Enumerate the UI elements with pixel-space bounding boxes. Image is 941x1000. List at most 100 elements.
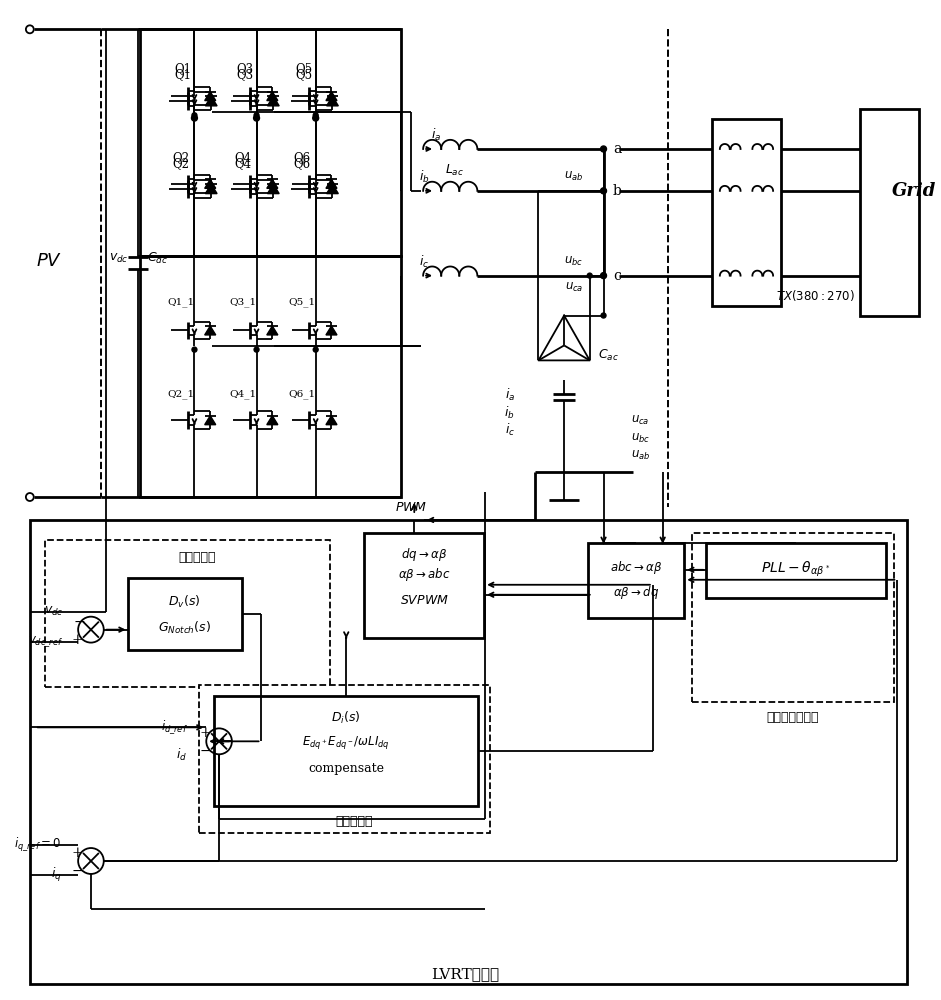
Circle shape (253, 115, 260, 121)
Text: Q1: Q1 (174, 62, 191, 75)
Circle shape (192, 113, 197, 118)
Text: $i_a$: $i_a$ (504, 387, 515, 403)
Text: $SVPWM$: $SVPWM$ (400, 594, 449, 607)
Text: $C_{ac}$: $C_{ac}$ (598, 348, 619, 363)
Text: Q4: Q4 (234, 157, 251, 170)
Text: Q4_1: Q4_1 (230, 389, 256, 399)
Circle shape (254, 113, 259, 118)
Text: a: a (614, 142, 621, 156)
Polygon shape (267, 326, 278, 335)
Polygon shape (267, 92, 278, 101)
Text: Grid: Grid (892, 182, 936, 200)
Circle shape (587, 273, 592, 278)
Text: $TX(380:270)$: $TX(380:270)$ (776, 288, 854, 303)
Circle shape (313, 347, 318, 352)
Text: $i_c$: $i_c$ (419, 254, 429, 270)
Text: Q2: Q2 (172, 151, 189, 164)
Text: $v_{dc\_ref}$: $v_{dc\_ref}$ (28, 634, 63, 649)
Polygon shape (267, 184, 279, 194)
Text: $v_{dc}$: $v_{dc}$ (109, 252, 128, 265)
Bar (364, 533, 485, 638)
Text: compensate: compensate (309, 762, 384, 775)
Text: −: − (72, 864, 83, 878)
Polygon shape (267, 416, 278, 425)
Text: $D_i(s)$: $D_i(s)$ (331, 710, 361, 726)
Text: $u_{bc}$: $u_{bc}$ (565, 255, 583, 268)
Text: Q6: Q6 (294, 157, 311, 170)
Polygon shape (326, 92, 337, 101)
Text: $i_d$: $i_d$ (177, 747, 187, 763)
Polygon shape (326, 179, 337, 188)
Text: +: + (72, 846, 83, 860)
Text: 电流控制环: 电流控制环 (335, 815, 373, 828)
Text: $u_{ca}$: $u_{ca}$ (565, 281, 583, 294)
Polygon shape (205, 179, 215, 188)
Polygon shape (205, 326, 215, 335)
Circle shape (600, 188, 607, 194)
Text: −: − (73, 615, 85, 629)
Text: $i_b$: $i_b$ (504, 405, 515, 421)
Text: +: + (199, 726, 211, 740)
Text: Q1_1: Q1_1 (167, 298, 194, 307)
Text: $i_q$: $i_q$ (51, 866, 61, 884)
Text: $dq\rightarrow\alpha\beta$: $dq\rightarrow\alpha\beta$ (401, 546, 447, 563)
Text: $\alpha\beta\rightarrow abc$: $\alpha\beta\rightarrow abc$ (398, 566, 451, 583)
Text: Q5: Q5 (295, 62, 312, 75)
Text: Q5_1: Q5_1 (288, 298, 315, 307)
Text: Q2_1: Q2_1 (167, 389, 194, 399)
Text: $i_c$: $i_c$ (504, 422, 515, 438)
Bar (706, 543, 886, 598)
Circle shape (601, 273, 606, 278)
Text: $C_{dc}$: $C_{dc}$ (148, 251, 168, 266)
Text: $v_{dc}$: $v_{dc}$ (43, 605, 63, 618)
Text: $G_{Notch}(s)$: $G_{Notch}(s)$ (158, 620, 211, 636)
Text: b: b (613, 184, 622, 198)
Text: Q6: Q6 (294, 151, 311, 164)
Bar (128, 578, 242, 650)
Circle shape (600, 146, 607, 152)
Circle shape (312, 115, 319, 121)
Text: +: + (72, 633, 83, 647)
Text: Q3: Q3 (236, 62, 253, 75)
Polygon shape (205, 92, 215, 101)
Text: $PV$: $PV$ (37, 252, 63, 270)
Text: Q1: Q1 (174, 68, 191, 81)
Bar (860, 109, 919, 316)
Text: 电压控制环: 电压控制环 (179, 551, 216, 564)
Text: Q5: Q5 (295, 68, 312, 81)
Text: 正序锁相控制环: 正序锁相控制环 (767, 711, 819, 724)
Text: $PLL-\theta_{\alpha\beta^*}$: $PLL-\theta_{\alpha\beta^*}$ (761, 560, 830, 579)
Bar (712, 119, 781, 306)
Polygon shape (326, 326, 337, 335)
Text: $i_b$: $i_b$ (419, 169, 430, 185)
Text: Q4: Q4 (234, 151, 251, 164)
Text: LVRT控制器: LVRT控制器 (432, 967, 500, 981)
Text: $u_{ab}$: $u_{ab}$ (631, 449, 650, 462)
Polygon shape (327, 96, 339, 106)
Circle shape (601, 188, 606, 193)
Circle shape (192, 347, 197, 352)
Polygon shape (267, 179, 278, 188)
Bar (693, 533, 894, 702)
Text: $D_v(s)$: $D_v(s)$ (168, 594, 200, 610)
Text: Q3: Q3 (236, 68, 253, 81)
Bar (588, 543, 684, 618)
Polygon shape (326, 416, 337, 425)
Text: Q2: Q2 (172, 157, 189, 170)
Polygon shape (205, 96, 217, 106)
Polygon shape (205, 184, 217, 194)
Text: $i_a$: $i_a$ (431, 127, 441, 143)
Circle shape (600, 273, 607, 279)
Text: $abc\rightarrow\alpha\beta$: $abc\rightarrow\alpha\beta$ (610, 559, 662, 576)
Text: $\alpha\beta\rightarrow dq$: $\alpha\beta\rightarrow dq$ (613, 584, 659, 601)
Text: $i_{d\_ref}$: $i_{d\_ref}$ (161, 718, 187, 736)
Circle shape (254, 347, 259, 352)
Bar (199, 685, 490, 833)
Text: $u_{bc}$: $u_{bc}$ (631, 432, 650, 445)
Bar (44, 540, 330, 687)
Polygon shape (267, 96, 279, 106)
Bar (30, 520, 907, 984)
Text: c: c (614, 269, 621, 283)
Text: $u_{ab}$: $u_{ab}$ (565, 170, 583, 183)
Text: $E_{dq^+}E_{dq^-}/\omega LI_{dq}$: $E_{dq^+}E_{dq^-}/\omega LI_{dq}$ (302, 734, 391, 751)
